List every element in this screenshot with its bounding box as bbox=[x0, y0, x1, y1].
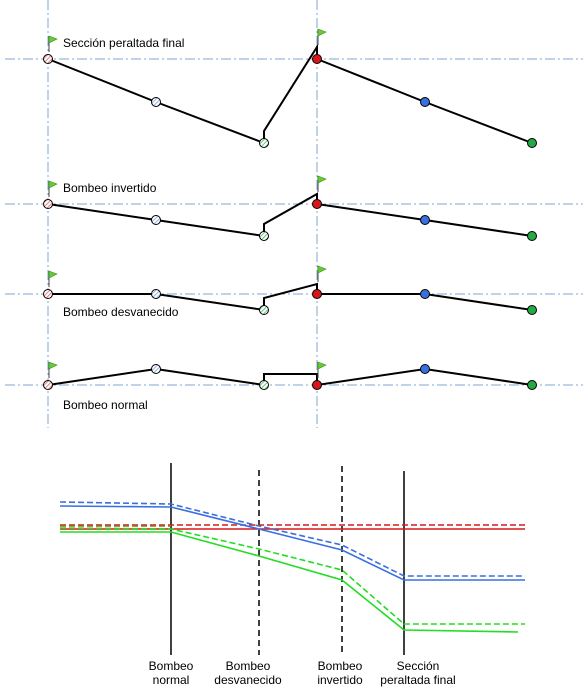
green-profile-dashed bbox=[59, 527, 525, 625]
blue-profile bbox=[59, 505, 525, 581]
bottom-label-invertido-1: Bombeo bbox=[318, 659, 363, 673]
flag-icon bbox=[317, 361, 327, 379]
label-bombeo-desvanecido: Bombeo desvanecido bbox=[63, 305, 179, 319]
bottom-label-desvanecido-1: Bombeo bbox=[226, 659, 271, 673]
label-bombeo-normal: Bombeo normal bbox=[63, 398, 148, 412]
bottom-label-desvanecido-2: desvanecido bbox=[214, 673, 282, 687]
flag-icon bbox=[317, 265, 327, 283]
section-normal bbox=[43, 361, 537, 390]
label-bombeo-invertido: Bombeo invertido bbox=[63, 181, 157, 195]
section-desvanecido bbox=[43, 265, 537, 315]
green-profile bbox=[60, 531, 519, 633]
flag-icon bbox=[48, 35, 58, 53]
label-peraltada-final: Sección peraltada final bbox=[63, 36, 184, 50]
bottom-label-invertido-2: invertido bbox=[317, 673, 363, 687]
bottom-label-normal-1: Bombeo bbox=[149, 659, 194, 673]
flag-icon bbox=[48, 270, 58, 288]
flag-icon bbox=[317, 28, 327, 46]
section-peraltada bbox=[43, 28, 537, 148]
section-invertido bbox=[43, 175, 537, 241]
bottom-label-peraltada-2: peraltada final bbox=[380, 673, 455, 687]
blue-profile-dashed bbox=[59, 501, 525, 577]
flag-icon bbox=[48, 180, 58, 198]
flag-icon bbox=[48, 361, 58, 379]
bottom-label-peraltada-1: Sección bbox=[397, 659, 440, 673]
flag-icon bbox=[317, 175, 327, 193]
bottom-label-normal-2: normal bbox=[153, 673, 190, 687]
profile-diagram bbox=[59, 463, 525, 655]
